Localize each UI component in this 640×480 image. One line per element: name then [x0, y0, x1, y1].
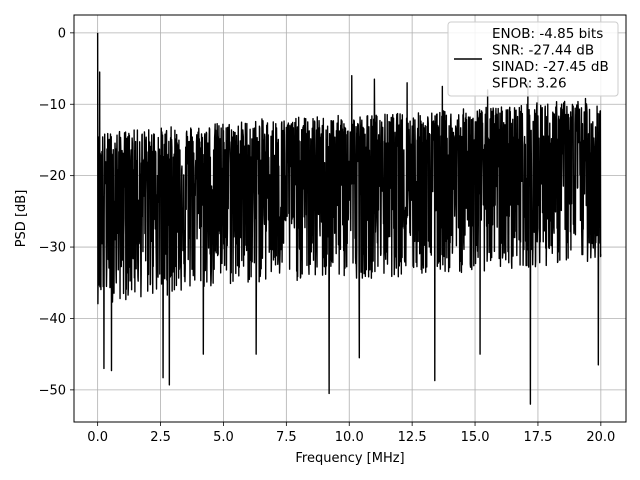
legend: ENOB: -4.85 bits SNR: -27.44 dB SINAD: -… — [447, 21, 619, 97]
y-tick-label: −40 — [39, 312, 66, 327]
x-tick-label: 15.0 — [461, 430, 490, 445]
y-tick-label: 0 — [58, 26, 66, 41]
y-tick-label: −30 — [39, 241, 66, 256]
legend-entry-sfdr: SFDR: 3.26 — [492, 76, 567, 92]
x-tick-label: 2.5 — [150, 430, 171, 445]
x-axis-ticks: 0.0 2.5 5.0 7.5 10.0 12.5 15.0 17.5 20.0 — [87, 422, 615, 445]
x-tick-label: 0.0 — [87, 430, 108, 445]
x-axis-label: Frequency [MHz] — [295, 451, 404, 466]
psd-series-line — [96, 32, 602, 405]
y-tick-label: −20 — [39, 169, 66, 184]
x-tick-label: 17.5 — [523, 430, 552, 445]
y-tick-label: −50 — [39, 383, 66, 398]
legend-box — [447, 21, 619, 97]
plot-frame — [73, 14, 627, 423]
y-axis-ticks: 0 −10 −20 −30 −40 −50 — [39, 26, 74, 398]
legend-entry-sinad: SINAD: -27.45 dB — [492, 59, 609, 75]
x-tick-label: 10.0 — [335, 430, 364, 445]
y-tick-label: −10 — [39, 98, 66, 113]
legend-entry-enob: ENOB: -4.85 bits — [492, 26, 603, 42]
x-tick-label: 7.5 — [276, 430, 297, 445]
x-tick-label: 20.0 — [586, 430, 615, 445]
legend-entry-snr: SNR: -27.44 dB — [492, 43, 594, 59]
x-tick-label: 12.5 — [398, 430, 427, 445]
y-axis-label: PSD [dB] — [14, 190, 29, 248]
x-tick-label: 5.0 — [213, 430, 234, 445]
